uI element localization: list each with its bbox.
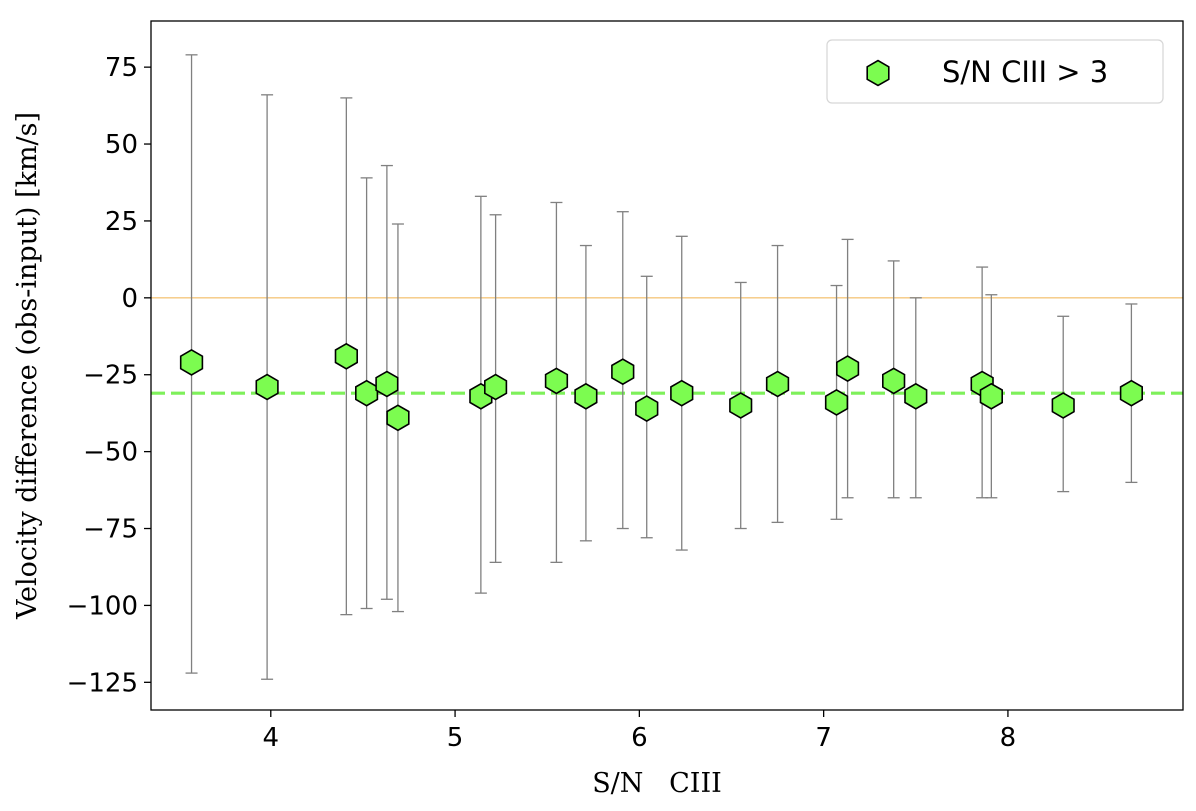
data-point-15	[765, 370, 790, 398]
x-tick-label: 5	[447, 723, 464, 753]
plot-frame	[150, 20, 1184, 711]
data-point-13	[670, 379, 694, 407]
y-tick-label: −50	[83, 438, 138, 468]
data-point-19	[904, 382, 928, 410]
x-tick-label: 7	[815, 723, 832, 753]
y-tick-label: −25	[83, 361, 138, 391]
data-point-2	[255, 373, 279, 401]
y-axis-title: Velocity difference (obs-input) [km/s]	[12, 112, 43, 620]
data-point-12	[635, 395, 659, 423]
data-point-10	[574, 382, 598, 410]
data-point-18	[881, 367, 906, 395]
legend: S/N CIII > 3	[826, 39, 1164, 104]
data-point-5	[375, 370, 399, 398]
legend-box	[826, 39, 1164, 104]
y-tick-label: −125	[67, 668, 138, 698]
plot-background	[151, 21, 1183, 710]
data-point-17	[835, 355, 860, 383]
x-tick-label: 8	[1000, 723, 1017, 753]
data-point-11	[611, 358, 635, 386]
data-point-14	[729, 392, 753, 419]
data-point-9	[544, 367, 569, 395]
legend-label: S/N CIII > 3	[942, 55, 1108, 89]
x-tick-label: 6	[631, 723, 648, 753]
y-axis-ticks: 75 50 25 0 −25 −50 −75 −100 −125	[67, 53, 151, 698]
x-axis-ticks: 4 5 6 7 8	[263, 710, 1017, 753]
data-point-6	[386, 404, 410, 432]
y-tick-label: −75	[83, 515, 138, 545]
x-tick-label: 4	[263, 723, 280, 753]
data-point-3	[334, 342, 359, 370]
y-tick-label: 0	[121, 284, 138, 314]
data-point-1	[179, 348, 204, 376]
data-point-4	[354, 379, 379, 407]
data-point-8	[483, 373, 508, 401]
data-point-22	[1051, 392, 1075, 419]
reference-lines	[151, 297, 1183, 395]
data-point-23	[1119, 379, 1143, 407]
y-tick-label: 75	[105, 53, 138, 83]
data-point-21	[979, 382, 1004, 410]
y-tick-label: 50	[105, 130, 138, 160]
data-markers	[179, 342, 1143, 432]
y-tick-label: −100	[67, 591, 138, 621]
x-axis-title: S/N CIII	[592, 768, 722, 799]
legend-marker	[866, 59, 890, 87]
data-point-16	[824, 388, 849, 416]
y-tick-label: 25	[105, 207, 138, 237]
